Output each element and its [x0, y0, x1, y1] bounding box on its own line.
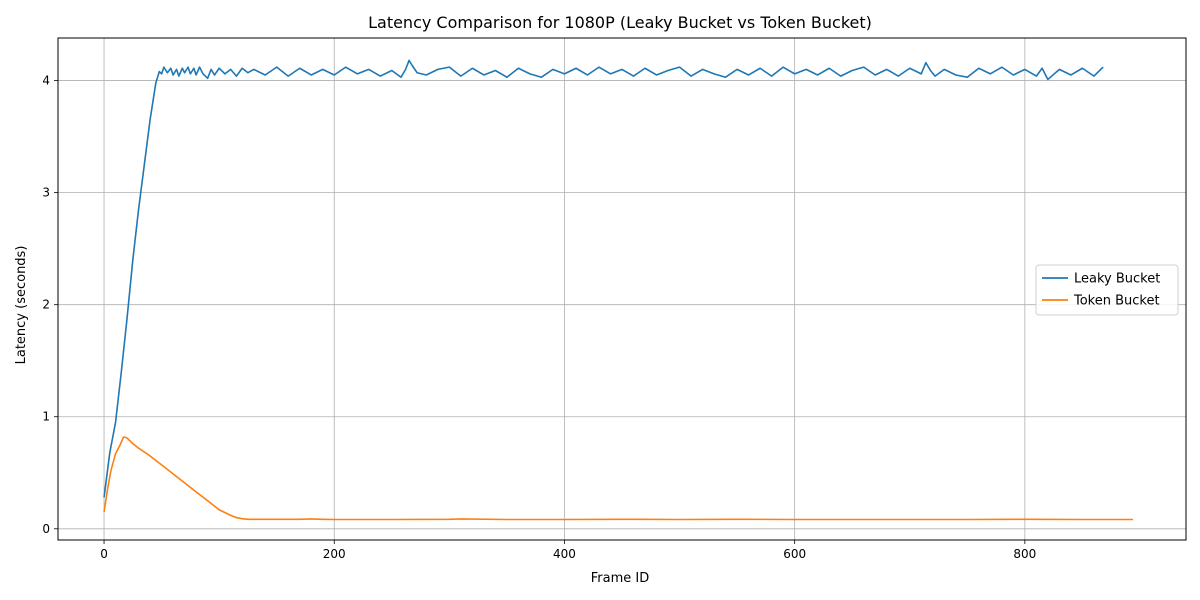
x-tick-label: 0 — [100, 547, 108, 561]
x-tick-label: 400 — [553, 547, 576, 561]
y-axis-label: Latency (seconds) — [14, 246, 29, 365]
series-line-token-bucket — [103, 436, 1134, 521]
legend-label: Leaky Bucket — [1074, 272, 1160, 287]
legend-box — [1035, 264, 1179, 316]
x-tick-label: 200 — [323, 547, 346, 561]
y-tick-label: 4 — [42, 74, 50, 88]
y-tick-label: 0 — [42, 522, 50, 536]
y-tick-label: 1 — [42, 410, 50, 424]
grid — [58, 38, 1186, 540]
x-tick-label: 800 — [1013, 547, 1036, 561]
chart-title: Latency Comparison for 1080P (Leaky Buck… — [368, 13, 872, 32]
y-tick-label: 2 — [42, 298, 50, 312]
legend: Leaky Bucket Token Bucket — [1035, 264, 1179, 316]
y-axis-ticks: 0 1 2 3 4 — [42, 74, 58, 536]
y-tick-label: 3 — [42, 186, 50, 200]
x-axis-ticks: 0 200 400 600 800 — [100, 540, 1036, 561]
x-tick-label: 600 — [783, 547, 806, 561]
series-line-leaky-bucket — [103, 59, 1104, 498]
series-layer — [103, 59, 1134, 521]
x-axis-label: Frame ID — [591, 571, 649, 586]
plot-frame — [57, 37, 1187, 541]
legend-label: Token Bucket — [1073, 294, 1160, 309]
